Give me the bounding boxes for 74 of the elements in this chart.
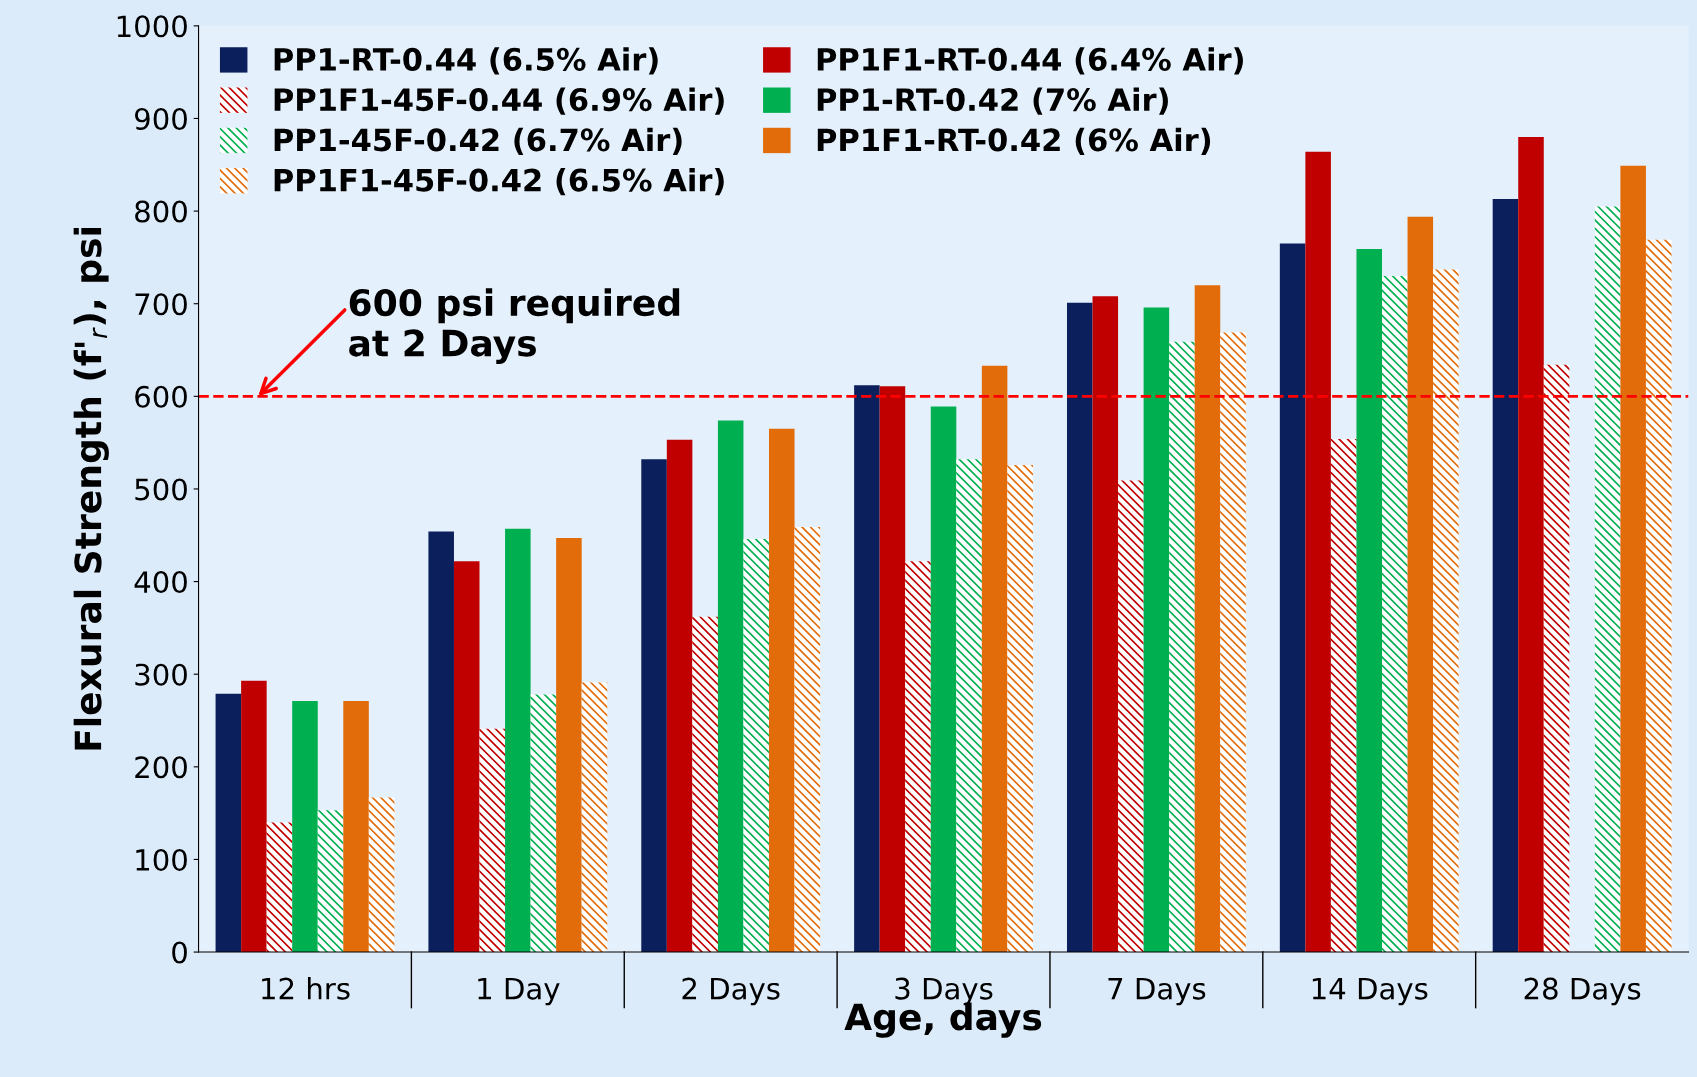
bar bbox=[1220, 332, 1246, 953]
ref-line-label: 600 psi required at 2 Days bbox=[349, 288, 680, 364]
legend-label: PP1F1-45F-0.42 (6.5% Air) bbox=[274, 168, 724, 196]
legend-label: PP1-RT-0.44 (6.5% Air) bbox=[274, 47, 658, 75]
bar bbox=[930, 406, 957, 953]
y-tick-label: 0 bbox=[172, 941, 187, 964]
y-tick-label: 200 bbox=[135, 756, 187, 779]
y-axis-title: Flexural Strength (f'$_{r}$), psi bbox=[73, 228, 109, 750]
bar bbox=[641, 459, 667, 953]
bar bbox=[717, 420, 744, 953]
bar bbox=[266, 822, 293, 953]
bar bbox=[1143, 307, 1170, 953]
y-tick-label: 1000 bbox=[117, 15, 187, 38]
y-tick-label: 300 bbox=[135, 663, 187, 686]
bar bbox=[1356, 249, 1383, 953]
bar bbox=[1330, 438, 1357, 953]
bar bbox=[581, 682, 608, 953]
bar bbox=[1169, 341, 1195, 953]
bar bbox=[530, 694, 557, 953]
bar bbox=[1194, 285, 1221, 953]
legend-label: PP1-45F-0.42 (6.7% Air) bbox=[274, 127, 682, 156]
bar bbox=[556, 538, 582, 953]
bar bbox=[453, 561, 480, 953]
bar bbox=[1407, 216, 1434, 953]
bar bbox=[1433, 269, 1459, 953]
x-tick-label: 1 Day bbox=[478, 977, 560, 1006]
bar bbox=[292, 701, 318, 953]
bar bbox=[241, 680, 267, 953]
x-tick-label: 2 Days bbox=[682, 977, 780, 1006]
y-tick-label: 100 bbox=[136, 848, 187, 871]
bar bbox=[1492, 199, 1519, 953]
bar bbox=[1066, 302, 1093, 953]
legend-label: PP1-RT-0.42 (7% Air) bbox=[817, 87, 1168, 115]
bar bbox=[1305, 151, 1331, 953]
bar bbox=[905, 561, 931, 953]
bar bbox=[1645, 239, 1672, 953]
y-tick-label: 400 bbox=[134, 571, 187, 594]
x-tick-label: 7 Days bbox=[1108, 977, 1206, 1006]
bar bbox=[1092, 296, 1119, 953]
bar bbox=[956, 459, 982, 953]
x-tick-label: 14 Days bbox=[1312, 977, 1428, 1006]
y-tick-label: 700 bbox=[135, 293, 187, 316]
bar bbox=[317, 810, 344, 953]
y-tick-label: 900 bbox=[134, 107, 187, 130]
bar bbox=[1543, 364, 1570, 953]
y-tick-label: 600 bbox=[135, 385, 187, 408]
bar bbox=[1382, 275, 1408, 953]
bar bbox=[1620, 165, 1646, 953]
bar bbox=[743, 538, 769, 953]
bar bbox=[428, 531, 454, 953]
x-tick-label: 28 Days bbox=[1524, 977, 1641, 1006]
bar bbox=[1007, 464, 1033, 953]
bar bbox=[768, 428, 795, 953]
legend-label: PP1F1-RT-0.44 (6.4% Air) bbox=[817, 47, 1243, 75]
y-tick-label: 500 bbox=[135, 478, 187, 501]
bar bbox=[343, 701, 369, 953]
bar bbox=[794, 526, 821, 953]
bar bbox=[1518, 136, 1544, 953]
bar bbox=[1279, 243, 1306, 953]
bar bbox=[1118, 480, 1144, 953]
legend-label: PP1F1-45F-0.44 (6.9% Air) bbox=[274, 87, 724, 115]
bar bbox=[1594, 206, 1621, 953]
bar bbox=[981, 365, 1008, 953]
bar bbox=[215, 693, 242, 953]
bar bbox=[505, 528, 531, 953]
bar bbox=[368, 797, 395, 953]
bar bbox=[479, 728, 506, 953]
bar bbox=[879, 386, 906, 953]
legend-label: PP1F1-RT-0.42 (6% Air) bbox=[817, 127, 1211, 156]
y-tick-label: 800 bbox=[135, 200, 187, 223]
bar bbox=[854, 385, 880, 953]
bar bbox=[692, 616, 718, 953]
x-tick-label: 12 hrs bbox=[262, 977, 350, 1000]
bar bbox=[666, 439, 693, 953]
